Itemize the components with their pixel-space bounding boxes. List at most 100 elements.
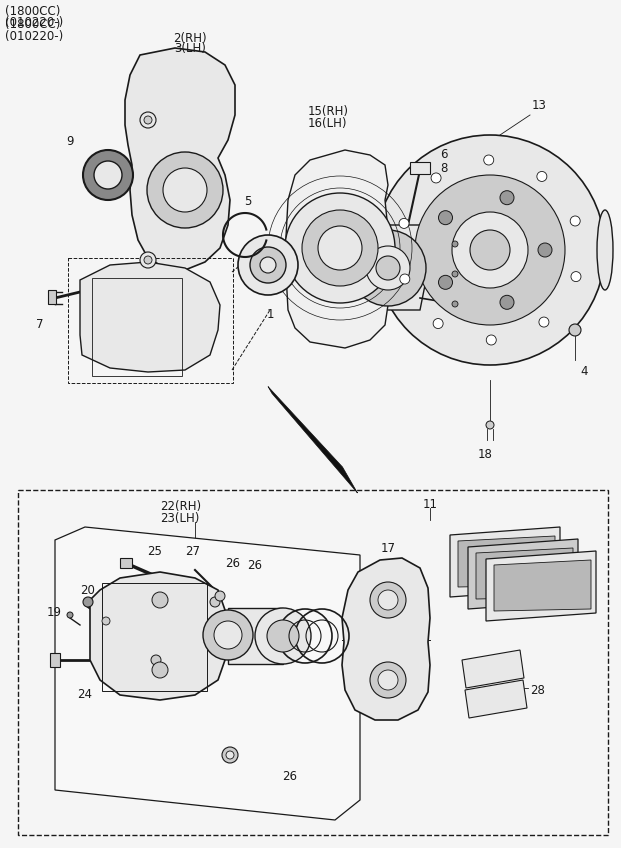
Circle shape (500, 295, 514, 310)
Circle shape (539, 317, 549, 327)
Polygon shape (125, 48, 235, 270)
Circle shape (144, 256, 152, 264)
Text: (010220-): (010220-) (5, 30, 63, 43)
Text: 28: 28 (530, 683, 545, 696)
Circle shape (215, 591, 225, 601)
Bar (102, 583, 207, 691)
Polygon shape (80, 262, 220, 372)
Circle shape (538, 243, 552, 257)
Text: 26: 26 (283, 770, 297, 783)
Bar (92, 278, 182, 376)
Circle shape (484, 155, 494, 165)
Text: 4: 4 (580, 365, 587, 378)
Circle shape (151, 655, 161, 665)
Text: 3(LH): 3(LH) (174, 42, 206, 55)
Circle shape (400, 274, 410, 284)
Text: 23(LH): 23(LH) (160, 512, 199, 525)
Circle shape (452, 212, 528, 288)
Circle shape (486, 335, 496, 345)
Circle shape (83, 597, 93, 607)
Polygon shape (350, 225, 425, 310)
Text: 5: 5 (244, 195, 252, 208)
Ellipse shape (376, 256, 400, 280)
Ellipse shape (147, 152, 223, 228)
Polygon shape (268, 387, 358, 493)
Text: 19: 19 (47, 605, 62, 618)
Bar (18, 490, 608, 835)
Circle shape (438, 210, 453, 225)
Ellipse shape (250, 247, 286, 283)
Circle shape (537, 171, 547, 181)
Polygon shape (468, 539, 578, 609)
Text: 13: 13 (532, 99, 547, 112)
Circle shape (570, 216, 580, 226)
Text: 1: 1 (266, 308, 274, 321)
Ellipse shape (214, 621, 242, 649)
Circle shape (470, 230, 510, 270)
Text: 26: 26 (225, 557, 240, 570)
Circle shape (500, 191, 514, 204)
Text: 8: 8 (440, 161, 447, 175)
Circle shape (140, 112, 156, 128)
Ellipse shape (367, 210, 383, 290)
Ellipse shape (94, 161, 122, 189)
Polygon shape (450, 527, 560, 597)
Bar (228, 608, 283, 664)
Ellipse shape (302, 210, 378, 286)
Text: 6: 6 (440, 148, 448, 161)
Ellipse shape (378, 670, 398, 690)
Circle shape (431, 173, 441, 183)
Text: 27: 27 (185, 545, 200, 558)
Ellipse shape (318, 226, 362, 270)
Text: 9: 9 (66, 135, 74, 148)
Text: 18: 18 (478, 448, 492, 461)
Bar (120, 558, 132, 568)
Ellipse shape (370, 662, 406, 698)
Circle shape (210, 597, 220, 607)
Bar (410, 162, 430, 174)
Ellipse shape (255, 608, 311, 664)
Polygon shape (494, 560, 591, 611)
Ellipse shape (350, 230, 426, 306)
Polygon shape (90, 572, 228, 700)
Text: 25: 25 (148, 545, 163, 558)
Circle shape (152, 662, 168, 678)
Circle shape (569, 324, 581, 336)
Bar (68, 258, 233, 383)
Circle shape (152, 592, 168, 608)
Text: 17: 17 (381, 542, 396, 555)
Ellipse shape (83, 150, 133, 200)
Text: 16(LH): 16(LH) (308, 117, 348, 130)
Circle shape (452, 301, 458, 307)
Polygon shape (476, 548, 573, 599)
Polygon shape (486, 551, 596, 621)
Polygon shape (465, 680, 527, 718)
Ellipse shape (597, 210, 613, 290)
Text: (1800CC): (1800CC) (5, 18, 60, 31)
Ellipse shape (163, 168, 207, 212)
Circle shape (415, 175, 565, 325)
Ellipse shape (378, 590, 398, 610)
Circle shape (226, 751, 234, 759)
Text: 26: 26 (248, 559, 263, 572)
Ellipse shape (366, 246, 410, 290)
Text: 7: 7 (36, 318, 43, 331)
Polygon shape (285, 150, 388, 348)
Circle shape (399, 219, 409, 228)
Ellipse shape (260, 257, 276, 273)
Bar (50, 653, 60, 667)
Text: 2(RH): 2(RH) (173, 32, 207, 45)
Circle shape (140, 252, 156, 268)
Text: 24: 24 (78, 688, 93, 701)
Circle shape (102, 617, 110, 625)
Circle shape (438, 276, 453, 289)
Text: 11: 11 (422, 498, 438, 511)
Circle shape (144, 116, 152, 124)
Circle shape (375, 135, 605, 365)
Ellipse shape (238, 235, 298, 295)
Text: 20: 20 (81, 584, 96, 597)
Polygon shape (462, 650, 524, 688)
Circle shape (67, 612, 73, 618)
Circle shape (486, 421, 494, 429)
Polygon shape (342, 558, 430, 720)
